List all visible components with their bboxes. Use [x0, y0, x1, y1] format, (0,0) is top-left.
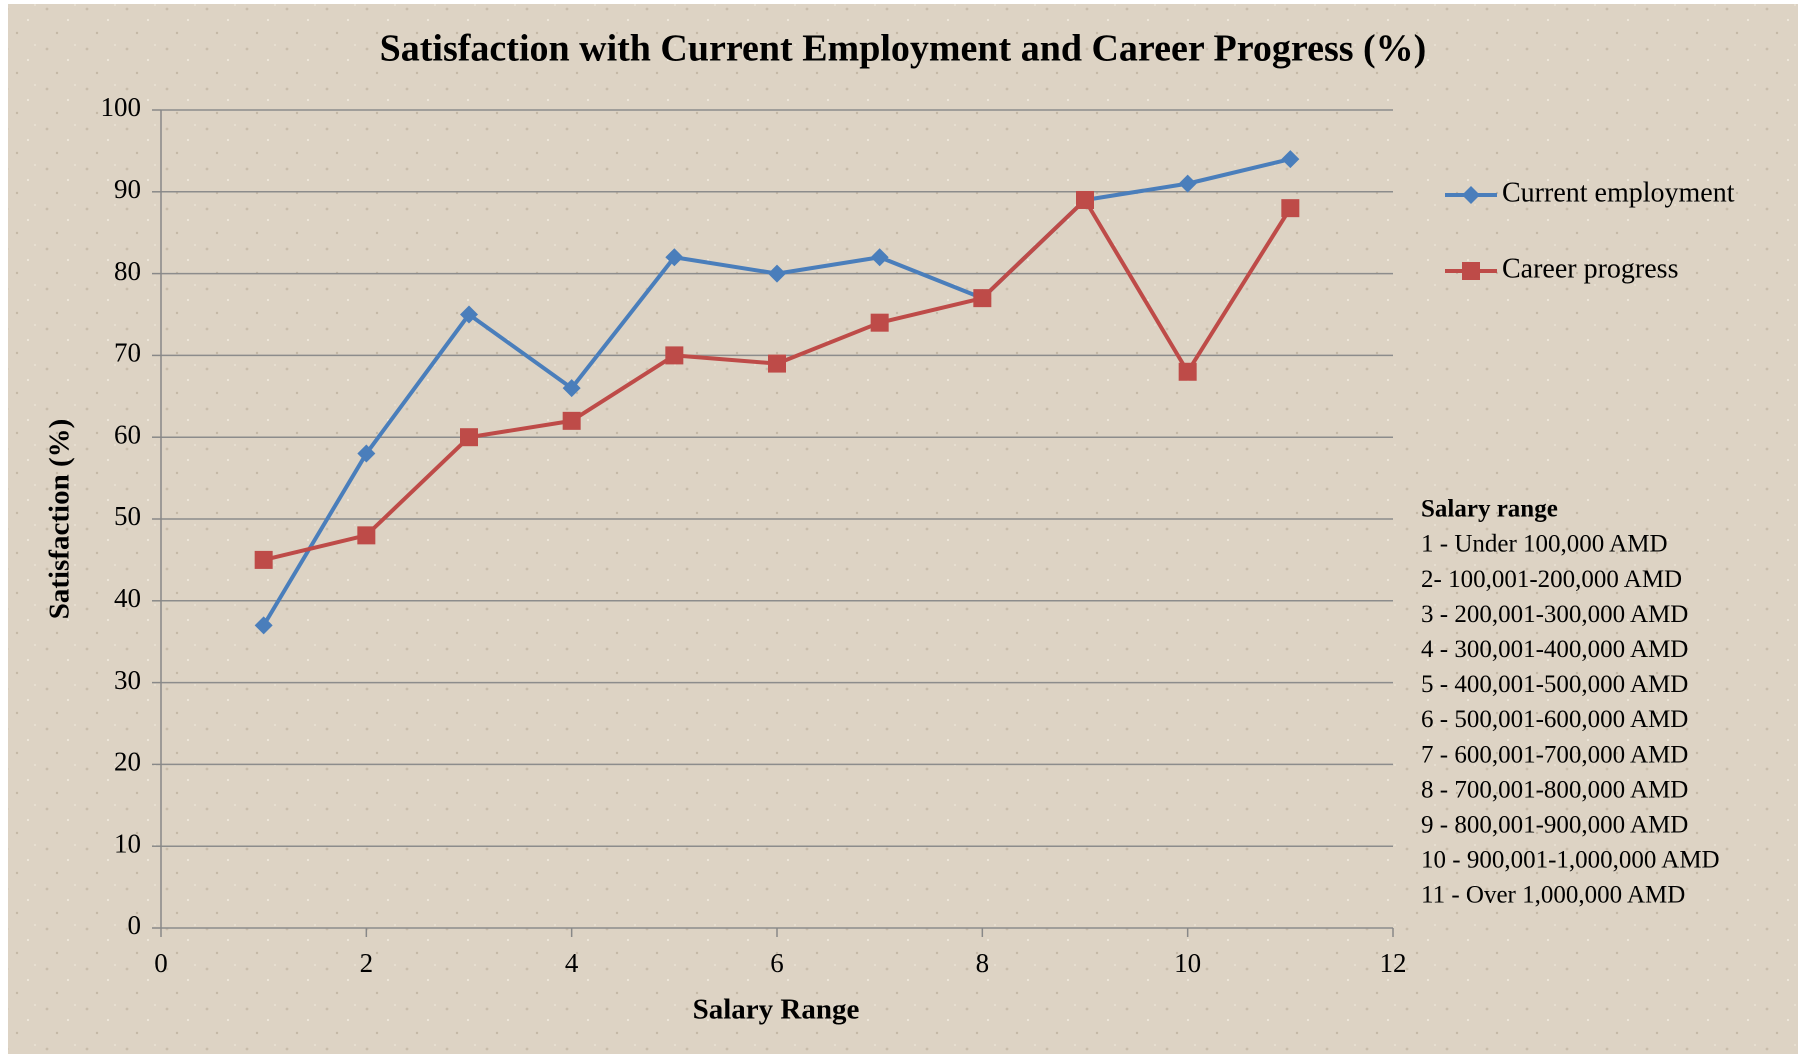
x-tick-label: 8 [976, 948, 990, 978]
data-point [973, 289, 992, 308]
y-tick-label: 40 [114, 583, 141, 613]
data-point [460, 428, 478, 447]
legend-marker [1462, 186, 1480, 204]
data-point [665, 346, 684, 365]
chart-background [8, 4, 1798, 1054]
data-point [562, 411, 581, 430]
data-point [1281, 199, 1300, 218]
note-line: 3 - 200,001-300,000 AMD [1421, 601, 1688, 628]
note-line: 8 - 700,001-800,000 AMD [1421, 776, 1688, 803]
data-point [768, 264, 786, 283]
y-tick-label: 60 [114, 419, 141, 449]
note-line: 2- 100,001-200,000 AMD [1421, 566, 1682, 593]
note-line: 9 - 800,001-900,000 AMD [1421, 812, 1688, 839]
chart-title: Satisfaction with Current Employment and… [380, 28, 1427, 70]
x-tick-label: 10 [1174, 948, 1201, 978]
note-line: 1 - Under 100,000 AMD [1421, 531, 1668, 558]
y-axis-label: Satisfaction (%) [44, 419, 76, 620]
x-tick-label: 0 [154, 948, 168, 978]
x-tick-label: 4 [565, 948, 579, 978]
legend-label: Career progress [1502, 253, 1678, 284]
note-line: 6 - 500,001-600,000 AMD [1421, 706, 1688, 733]
y-tick-label: 90 [114, 174, 141, 204]
x-tick-label: 12 [1380, 948, 1407, 978]
data-point [1178, 362, 1197, 381]
y-tick-label: 30 [114, 665, 141, 695]
note-line: 5 - 400,001-500,000 AMD [1421, 671, 1688, 698]
x-axis-label: Salary Range [693, 994, 860, 1026]
legend-marker [1462, 262, 1480, 280]
data-point [870, 248, 889, 267]
y-tick-label: 20 [114, 747, 141, 777]
x-tick-label: 6 [770, 948, 784, 978]
note-line: 11 - Over 1,000,000 AMD [1421, 882, 1685, 909]
data-point [562, 379, 581, 398]
note-line: 10 - 900,001-1,000,000 AMD [1421, 847, 1720, 874]
data-point [1076, 190, 1094, 209]
note-title: Salary range [1421, 496, 1558, 523]
data-point [460, 305, 478, 324]
data-point [1178, 174, 1197, 193]
y-tick-label: 10 [114, 828, 141, 858]
x-tick-label: 2 [360, 948, 374, 978]
y-tick-label: 70 [114, 338, 141, 368]
data-point [254, 550, 273, 569]
note-line: 7 - 600,001-700,000 AMD [1421, 741, 1688, 768]
legend-label: Current employment [1502, 177, 1735, 208]
y-tick-label: 50 [114, 501, 141, 531]
data-point [768, 354, 786, 373]
y-tick-label: 80 [114, 256, 141, 286]
y-tick-label: 100 [101, 92, 142, 122]
data-point [870, 313, 889, 332]
data-point [665, 248, 684, 267]
data-point [254, 616, 273, 635]
y-tick-label: 0 [128, 910, 142, 940]
note-line: 4 - 300,001-400,000 AMD [1421, 636, 1688, 663]
data-point [357, 444, 376, 463]
data-point [1281, 150, 1300, 169]
data-point [357, 526, 376, 545]
